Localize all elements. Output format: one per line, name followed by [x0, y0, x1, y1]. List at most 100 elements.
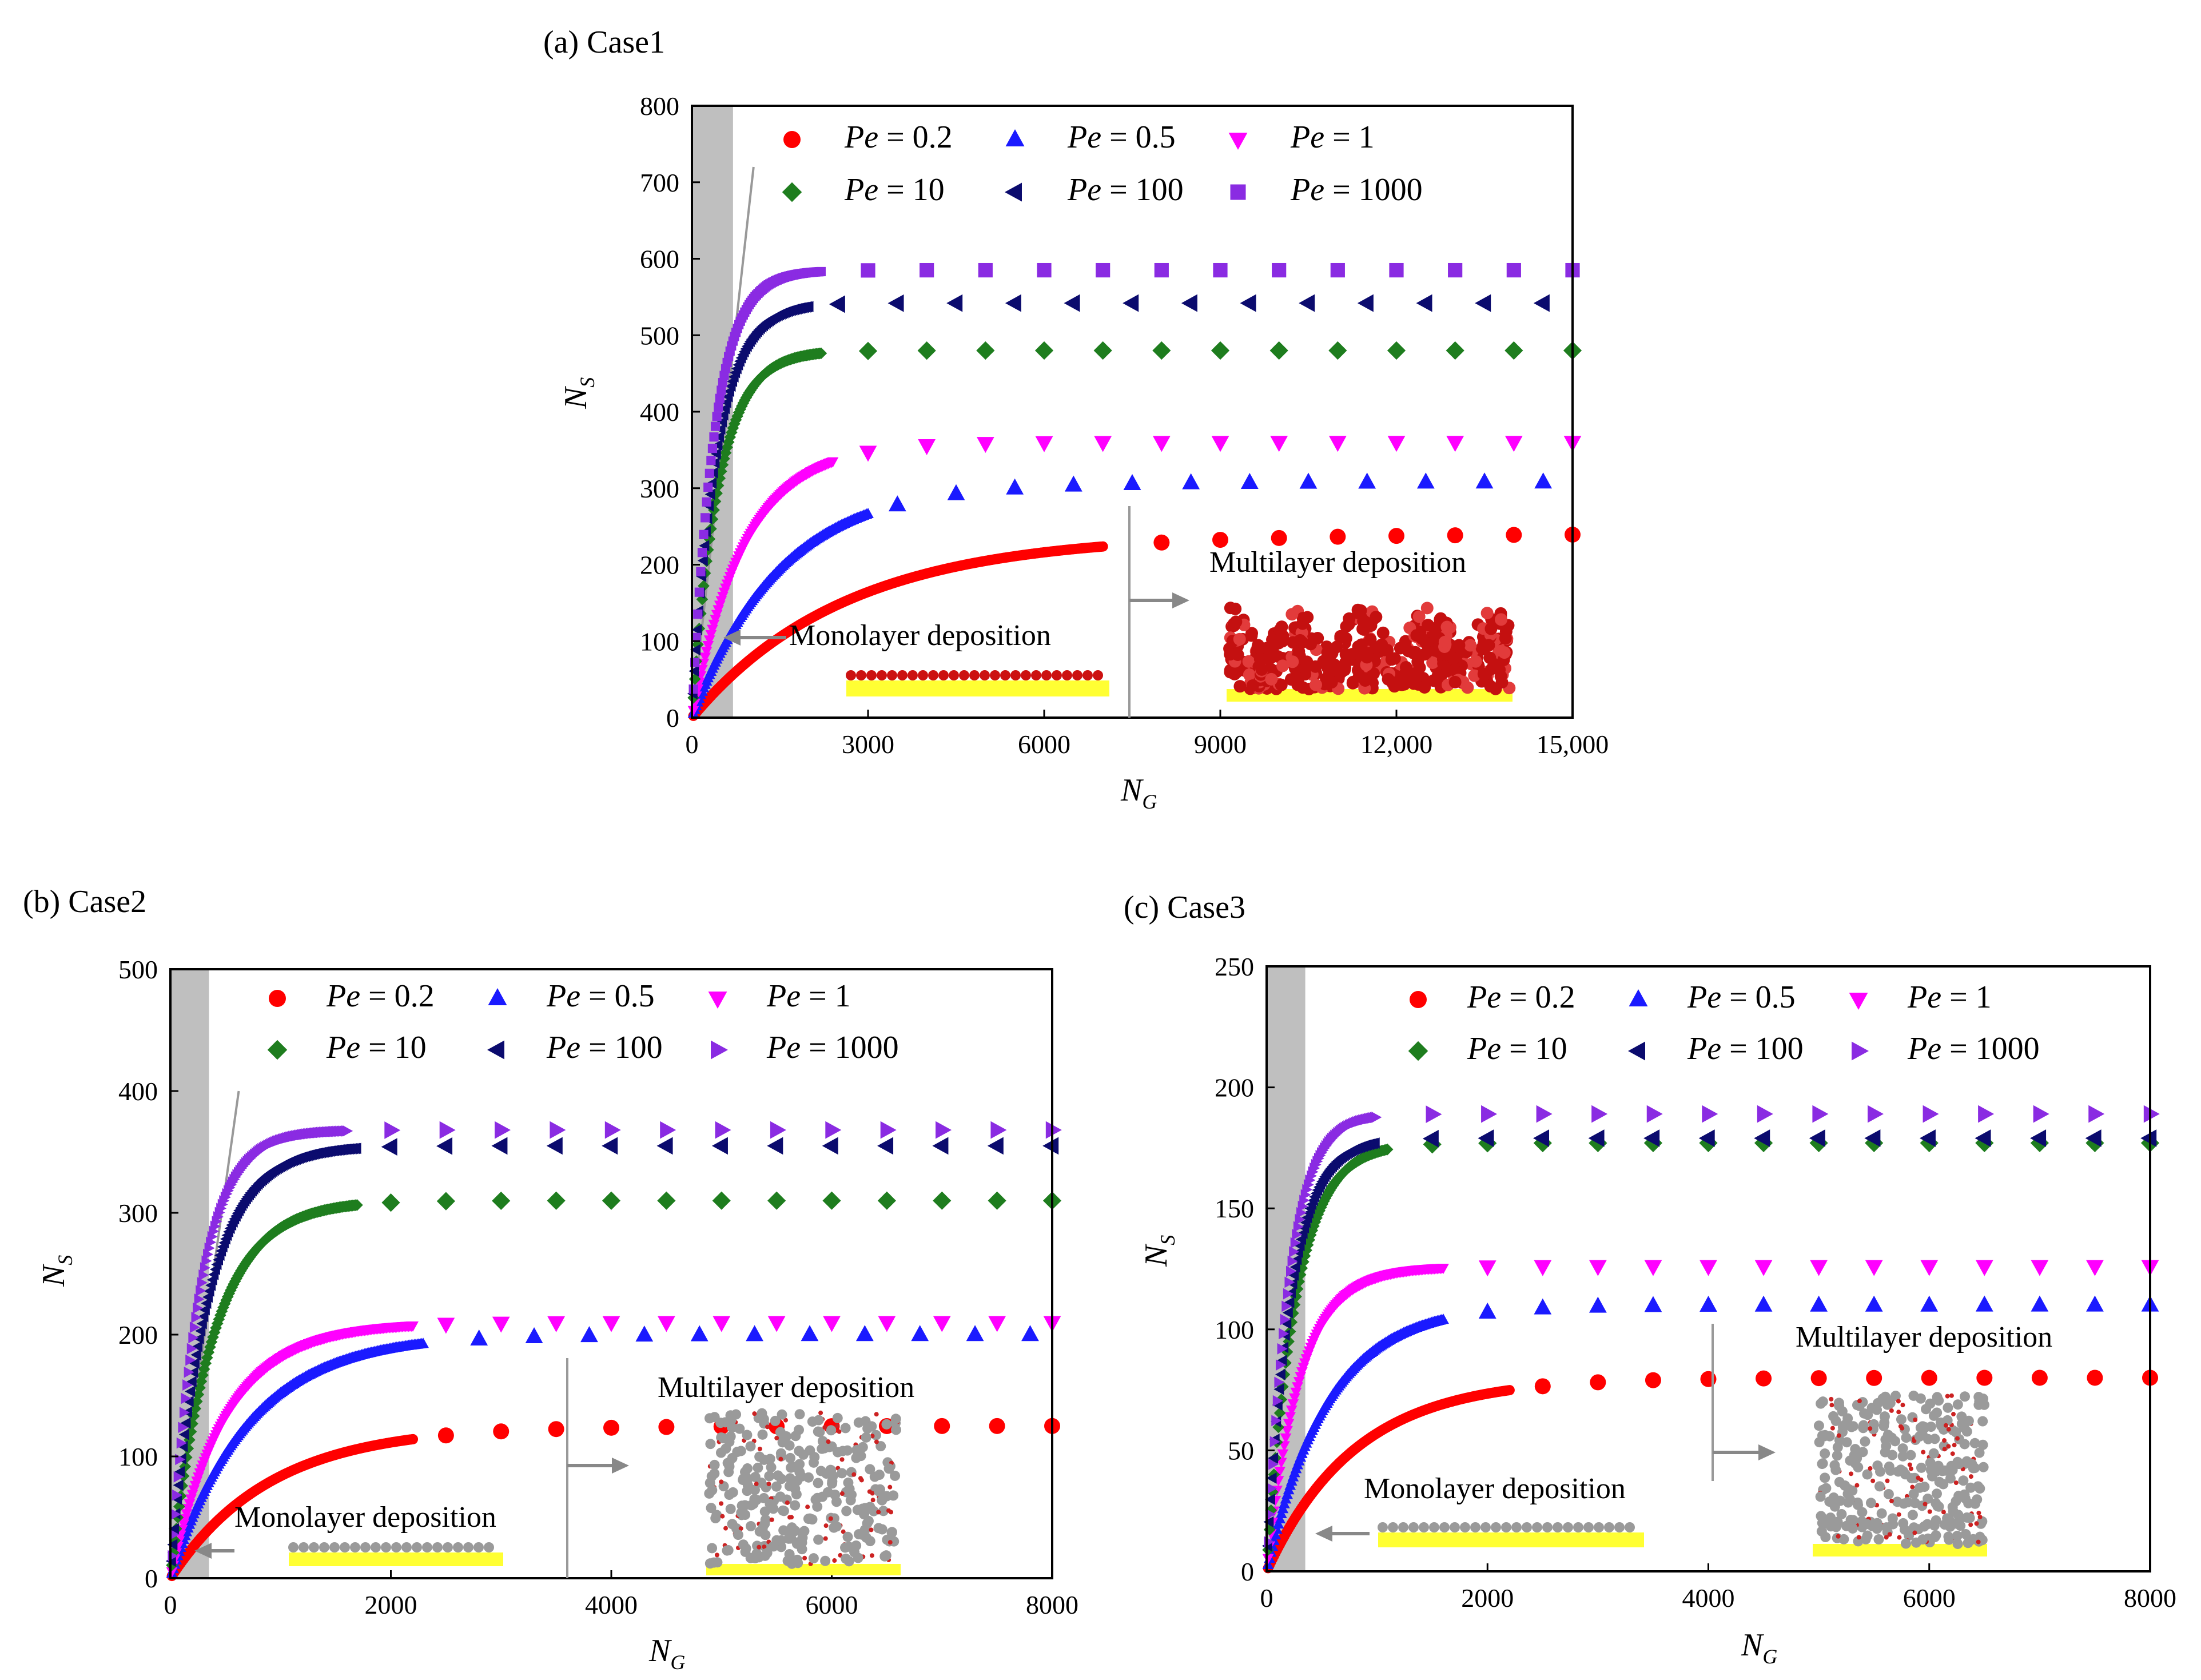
data-point: [711, 487, 723, 500]
multilayer-particle: [886, 1508, 891, 1513]
data-point: [877, 1191, 896, 1210]
y-tick-label: 100: [640, 627, 679, 656]
data-point: [1154, 262, 1169, 278]
data-point: [1268, 1452, 1279, 1464]
multilayer-particle: [750, 1484, 761, 1495]
multilayer-particle: [1938, 1479, 1949, 1490]
monolayer-particle: [401, 1542, 412, 1552]
monolayer-particle: [319, 1542, 329, 1552]
data-point: [2033, 1105, 2049, 1123]
y-tick-label: 200: [640, 551, 679, 580]
multilayer-substrate: [1813, 1544, 1987, 1556]
multilayer-particle: [839, 1491, 845, 1496]
multilayer-particle: [881, 1491, 892, 1502]
monolayer-particle: [908, 670, 918, 680]
multilayer-particle: [1898, 1424, 1903, 1429]
multilayer-particle: [1815, 1491, 1826, 1502]
multilayer-particle: [1900, 1403, 1905, 1408]
multilayer-particle: [1973, 1399, 1984, 1410]
multilayer-particle: [1829, 1403, 1834, 1408]
multilayer-particle: [733, 1530, 743, 1540]
legend-marker-pe_0_2: [269, 990, 286, 1007]
monolayer-particle: [288, 1542, 298, 1552]
multilayer-particle: [1483, 651, 1496, 664]
monolayer-particle: [1388, 1522, 1398, 1532]
data-point: [1272, 1395, 1283, 1407]
data-point: [988, 1316, 1006, 1332]
multilayer-particle: [802, 1555, 807, 1560]
data-point: [801, 1325, 819, 1341]
data-point: [1446, 341, 1464, 360]
multilayer-particle: [1950, 1451, 1955, 1456]
multilayer-particle: [727, 1422, 738, 1433]
multilayer-particle: [1929, 1434, 1940, 1444]
data-point: [182, 1379, 193, 1391]
data-point: [706, 513, 719, 526]
data-point: [803, 301, 814, 313]
multilayer-particle: [783, 1418, 788, 1423]
data-point: [603, 1419, 619, 1436]
data-point: [1240, 294, 1256, 312]
monolayer-particle: [1604, 1522, 1614, 1532]
multilayer-particle: [738, 1475, 749, 1486]
legend-marker-pe_100: [1005, 182, 1022, 202]
legend-marker-pe_10: [267, 1040, 288, 1060]
monolayer-annotation: Monolayer deposition: [194, 1501, 503, 1566]
monolayer-annotation: Monolayer deposition: [1315, 1472, 1644, 1547]
monolayer-particle: [1021, 670, 1031, 680]
data-point: [343, 1125, 353, 1137]
multilayer-particle: [1495, 613, 1508, 626]
multilayer-particle: [1253, 652, 1267, 666]
monolayer-particle: [887, 670, 897, 680]
monolayer-particle: [1501, 1522, 1511, 1532]
multilayer-particle: [1951, 1496, 1961, 1507]
multilayer-particle: [1849, 1471, 1854, 1476]
data-point: [2087, 1370, 2103, 1386]
y-tick-label: 0: [1241, 1557, 1254, 1586]
legend-label-prefix: Pe: [1467, 980, 1501, 1015]
multilayer-particle: [870, 1498, 875, 1503]
data-point: [699, 530, 709, 539]
multilayer-particle: [1820, 1518, 1831, 1528]
monolayer-arrow-head: [1315, 1526, 1332, 1542]
multilayer-particle: [815, 1466, 826, 1476]
legend-label-prefix: Pe: [844, 120, 878, 155]
multilayer-particle: [720, 1514, 725, 1519]
multilayer-particle: [1830, 1415, 1841, 1426]
data-point: [829, 295, 845, 313]
multilayer-particle: [750, 1552, 761, 1563]
data-point: [167, 1539, 178, 1551]
data-point: [436, 1192, 455, 1211]
multilayer-particle: [786, 1462, 797, 1473]
data-point: [709, 495, 722, 508]
legend-marker-pe_100: [487, 1040, 504, 1060]
panel-b-xlabel-main: N: [648, 1633, 672, 1669]
data-point: [194, 1293, 205, 1305]
multilayer-particle: [1836, 1508, 1847, 1519]
data-point: [548, 1421, 564, 1438]
data-point: [198, 1363, 210, 1375]
multilayer-particle: [1897, 1535, 1902, 1540]
legend-marker-pe_1: [1849, 993, 1868, 1010]
legend-label-prefix: Pe: [1067, 172, 1101, 208]
data-point: [173, 1500, 185, 1512]
legend-label-prefix: Pe: [1290, 120, 1324, 155]
multilayer-particle: [760, 1514, 771, 1525]
data-point: [1699, 1296, 1717, 1312]
data-point: [1754, 1129, 1770, 1147]
panel-c-xlabel-sub: G: [1762, 1645, 1777, 1668]
data-point: [707, 443, 718, 453]
data-point: [1096, 262, 1111, 278]
monolayer-label: Monolayer deposition: [1364, 1472, 1626, 1505]
data-point: [691, 632, 701, 642]
legend-label-value: = 100: [1101, 172, 1184, 208]
multilayer-particle: [1949, 1393, 1954, 1398]
data-point: [1481, 1105, 1498, 1123]
data-point: [693, 609, 703, 619]
legend-label-pe_0_2: Pe = 0.2: [1467, 980, 1575, 1015]
multilayer-particle: [1948, 1425, 1959, 1436]
multilayer-particle: [890, 1414, 901, 1424]
multilayer-particle: [1897, 1443, 1908, 1454]
legend-label-pe_100: Pe = 100: [1687, 1031, 1804, 1066]
multilayer-particle: [817, 1443, 827, 1454]
